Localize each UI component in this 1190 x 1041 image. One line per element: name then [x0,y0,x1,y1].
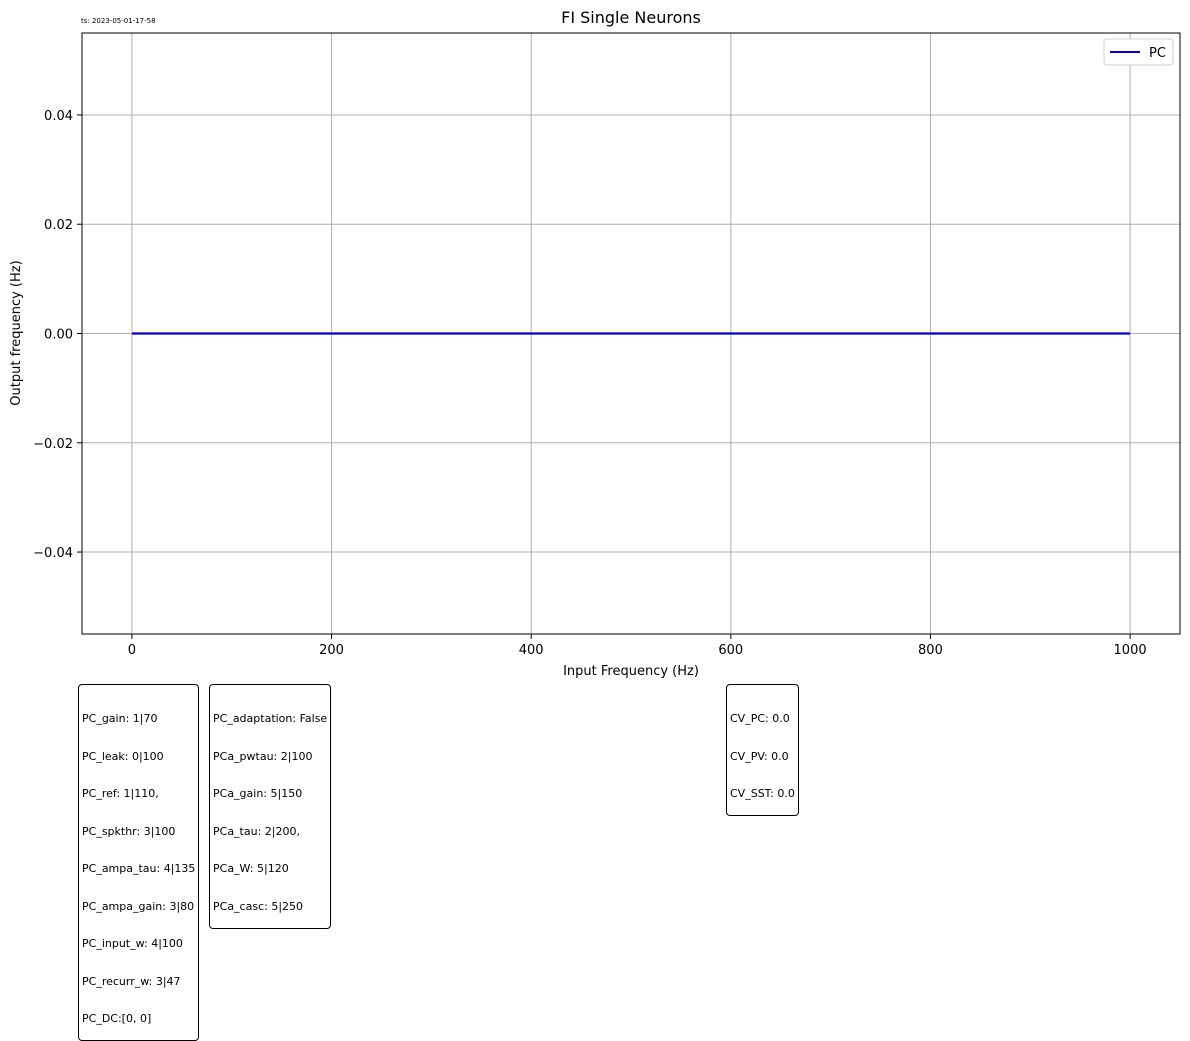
x-tick-label: 400 [519,643,544,658]
y-tick-label: 0.04 [44,109,73,124]
timestamp-label: ts: 2023-05-01-17-58 [81,17,156,25]
pca-param-line: PCa_tau: 2|200, [213,824,300,838]
legend-label-pc: PC [1149,46,1166,61]
x-tick-label: 200 [319,643,344,658]
legend: PC [1103,38,1174,66]
pc-param-line: PC_recurr_w: 3|47 [82,974,181,988]
y-tick-label: 0.00 [44,328,73,343]
pc-param-line: PC_input_w: 4|100 [82,937,183,950]
x-tick-label: 0 [128,643,136,658]
pca-param-line: PC_adaptation: False [213,712,328,725]
pca-param-line: PCa_pwtau: 2|100 [213,749,313,763]
pc-param-line: PC_DC:[0, 0] [82,1012,152,1025]
pc-params-box: PC_gain: 1|70 PC_leak: 0|100 PC_ref: 1|1… [78,684,200,1041]
pc-param-line: PC_ref: 1|110, [82,787,159,800]
chart-title: FI Single Neurons [561,8,701,27]
x-tick-label: 800 [918,643,943,658]
pca-params-box: PC_adaptation: False PCa_pwtau: 2|100 PC… [209,684,332,929]
x-tick-label: 1000 [1114,643,1147,658]
pca-param-line: PCa_gain: 5|150 [213,787,303,800]
y-tick-label: −0.04 [33,546,73,561]
x-axis-label: Input Frequency (Hz) [563,664,699,679]
pc-param-line: PC_gain: 1|70 [82,712,158,725]
cv-value-line: CV_PV: 0.0 [730,749,789,763]
pc-param-line: PC_spkthr: 3|100 [82,824,176,838]
cv-values-box: CV_PC: 0.0 CV_PV: 0.0 CV_SST: 0.0 [726,684,799,816]
y-tick-label: 0.02 [44,218,73,233]
y-axis-ticks: 0.04 0.02 0.00 −0.02 −0.04 [33,109,82,561]
y-axis-label: Output frequency (Hz) [9,260,24,405]
cv-value-line: CV_SST: 0.0 [730,787,795,800]
cv-value-line: CV_PC: 0.0 [730,712,790,725]
pc-param-line: PC_leak: 0|100 [82,749,164,763]
x-axis-ticks: 0 200 400 600 800 1000 [128,634,1147,658]
pca-param-line: PCa_casc: 5|250 [213,899,304,913]
y-tick-label: −0.02 [33,437,73,452]
fi-chart: ts: 2023-05-01-17-58 FI Single Neurons 0… [9,8,1181,679]
x-tick-label: 600 [718,643,743,658]
pc-param-line: PC_ampa_tau: 4|135 [82,862,196,875]
pca-param-line: PCa_W: 5|120 [213,862,289,875]
pc-param-line: PC_ampa_gain: 3|80 [82,899,195,913]
